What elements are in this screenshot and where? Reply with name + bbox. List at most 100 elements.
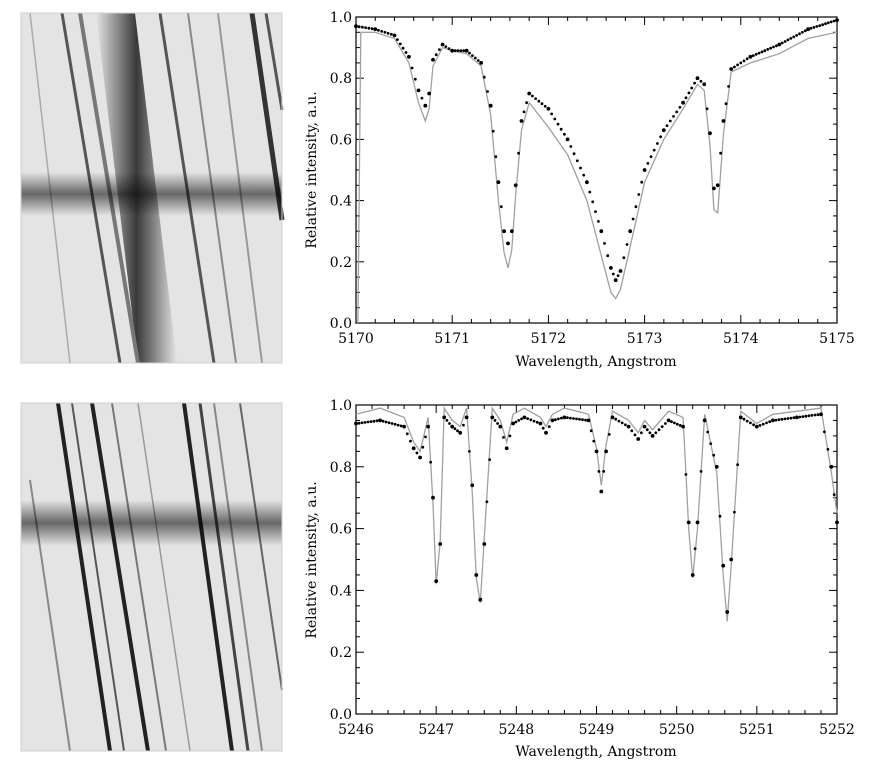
solar-spectrum-slit-image-2 [20, 402, 283, 752]
data-point [610, 415, 615, 420]
data-point [631, 217, 635, 221]
data-point [360, 421, 364, 425]
data-point [712, 186, 716, 191]
data-point [459, 49, 463, 53]
data-point [775, 44, 778, 48]
data-point [458, 430, 463, 435]
data-point [420, 96, 424, 100]
data-point [479, 61, 483, 65]
data-point [429, 460, 432, 464]
data-point [709, 442, 713, 445]
data-point [777, 42, 782, 47]
data-point [535, 420, 539, 424]
data-point [456, 49, 460, 53]
data-point [599, 489, 604, 494]
data-point [468, 51, 471, 55]
x-tick-labels: 5170 5171 5172 5173 5174 5175 [338, 331, 855, 347]
x-tick-label: 5247 [418, 722, 454, 738]
data-point [597, 220, 600, 223]
data-point [584, 418, 587, 422]
data-point [702, 418, 707, 423]
y-tick-label: 0.8 [330, 460, 352, 476]
data-point [434, 53, 438, 57]
data-point [798, 415, 802, 419]
data-point [630, 429, 634, 433]
data-point [712, 453, 716, 457]
data-point [648, 431, 652, 435]
data-point [754, 424, 759, 429]
data-point [572, 152, 576, 156]
x-tick-label: 5171 [434, 331, 470, 347]
data-point [546, 106, 551, 111]
data-point [498, 424, 503, 429]
data-point [431, 57, 435, 62]
ticks [355, 16, 838, 324]
y-tick-label: 0.2 [330, 255, 352, 271]
data-point [780, 41, 784, 45]
x-axis-label: Wavelength, Angstrom [515, 744, 676, 760]
data-point [646, 162, 650, 165]
data-point [364, 26, 367, 30]
data-point [736, 63, 739, 67]
data-point [622, 256, 626, 260]
data-point [525, 101, 528, 105]
data-point [660, 425, 664, 428]
data-point [678, 105, 682, 109]
y-tick-label: 0.8 [330, 71, 352, 87]
data-point [642, 424, 647, 429]
data-point [832, 19, 836, 23]
data-point [476, 59, 480, 62]
data-point [672, 115, 675, 118]
data-point [693, 547, 697, 551]
data-point [396, 38, 399, 41]
data-point [575, 417, 578, 421]
data-point [826, 21, 830, 25]
data-point [706, 430, 710, 434]
data-point [410, 66, 414, 70]
data-point [634, 205, 638, 209]
data-point [557, 417, 560, 421]
data-point [742, 417, 746, 421]
data-point [486, 90, 489, 93]
y-tick-label: 0.4 [330, 194, 352, 210]
data-point [645, 428, 649, 432]
data-point [751, 54, 755, 57]
observed-profile-dots [354, 18, 839, 283]
data-point [354, 24, 358, 29]
data-point [544, 430, 548, 435]
data-point [780, 417, 784, 421]
x-tick-label: 5248 [499, 722, 535, 738]
model-line [355, 406, 838, 622]
data-point [650, 434, 655, 438]
data-point [517, 419, 521, 422]
data-point [517, 151, 520, 155]
data-point [464, 415, 469, 420]
data-point [693, 81, 696, 85]
data-point [547, 425, 551, 428]
x-tick-label: 5246 [338, 722, 374, 738]
data-point [399, 424, 403, 428]
data-point [532, 419, 536, 423]
data-point [684, 96, 688, 100]
data-point [611, 272, 615, 276]
data-point [566, 416, 569, 420]
data-point [445, 419, 449, 422]
data-point [606, 254, 610, 258]
data-point [554, 418, 557, 422]
data-point [675, 422, 679, 426]
data-point [491, 129, 495, 133]
data-point [733, 510, 736, 514]
data-point [657, 428, 661, 432]
y-tick-label: 0.4 [330, 583, 352, 599]
data-point [628, 229, 633, 234]
data-point [426, 424, 430, 429]
data-point [818, 24, 822, 27]
data-point [405, 432, 409, 436]
data-point [649, 155, 653, 159]
data-point [509, 229, 514, 234]
data-point [380, 29, 384, 33]
data-point [377, 28, 380, 32]
data-point [806, 27, 810, 32]
data-point [357, 25, 361, 29]
